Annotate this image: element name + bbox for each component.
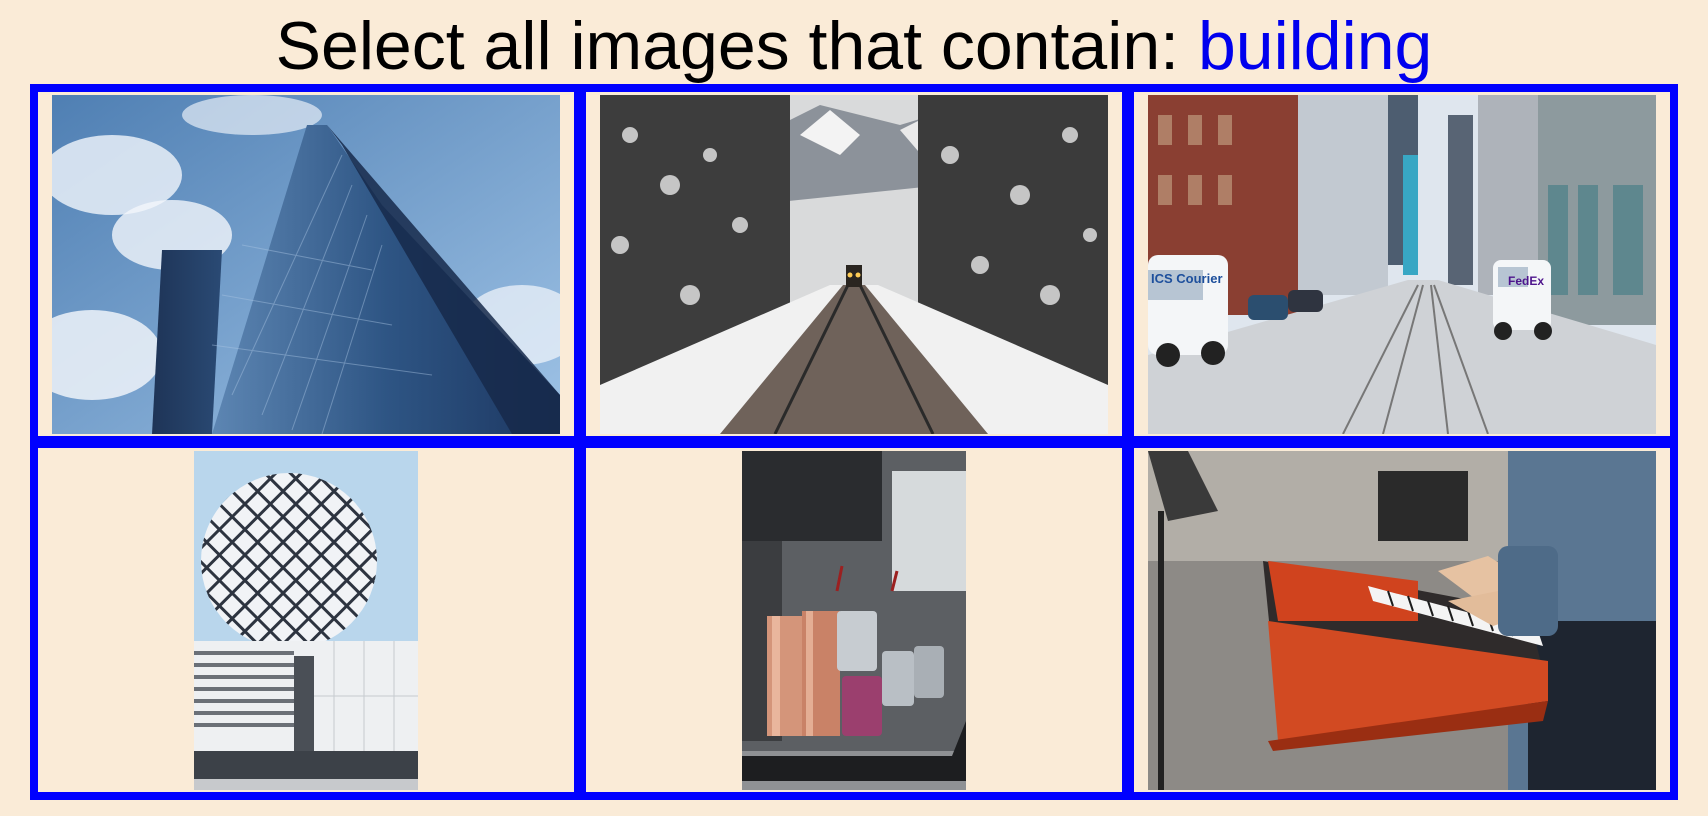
van-left-label: ICS Courier bbox=[1151, 271, 1223, 286]
captcha-tile-2[interactable] bbox=[586, 92, 1122, 436]
captcha-tile-5[interactable] bbox=[586, 448, 1122, 792]
keyboard-player-photo bbox=[1148, 450, 1656, 790]
dome-building-photo bbox=[194, 450, 418, 790]
glass-skyscraper-photo bbox=[52, 94, 560, 434]
van-right-label: FedEx bbox=[1508, 274, 1544, 288]
captcha-instruction: Select all images that contain: building bbox=[0, 4, 1708, 88]
captcha-tile-4[interactable] bbox=[38, 448, 574, 792]
captcha-prompt-text: Select all images that contain: bbox=[275, 8, 1198, 84]
captcha-tile-3[interactable]: ICS Courier FedEx bbox=[1134, 92, 1670, 436]
captcha-image-grid: ICS Courier FedEx bbox=[30, 84, 1678, 800]
coffee-cups-photo bbox=[742, 450, 966, 790]
captcha-tile-1[interactable] bbox=[38, 92, 574, 436]
captcha-tile-6[interactable] bbox=[1134, 448, 1670, 792]
captcha-target-word: building bbox=[1197, 8, 1433, 84]
snowy-railway-train-photo bbox=[600, 94, 1108, 434]
city-street-vans-photo: ICS Courier FedEx bbox=[1148, 94, 1656, 434]
